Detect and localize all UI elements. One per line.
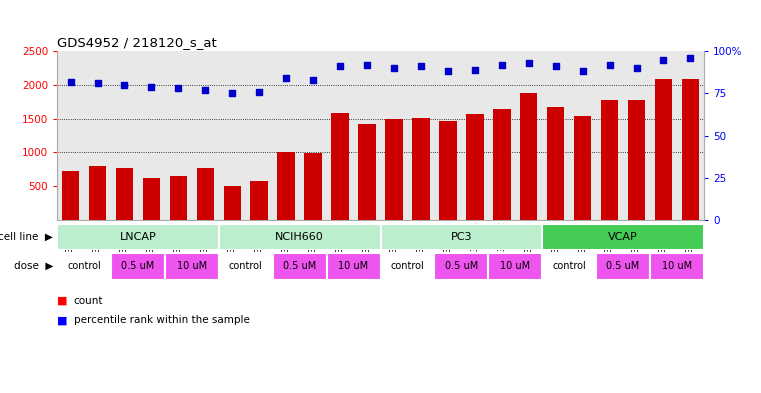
- Bar: [250, 181, 268, 220]
- Text: cell line  ▶: cell line ▶: [0, 232, 53, 242]
- Bar: [628, 101, 645, 220]
- Text: LNCAP: LNCAP: [119, 232, 156, 242]
- Point: [630, 65, 642, 71]
- Bar: [574, 116, 591, 220]
- Bar: [380, 224, 542, 250]
- Text: ■: ■: [57, 296, 68, 306]
- Bar: [326, 253, 380, 279]
- Bar: [650, 253, 704, 279]
- Text: 0.5 uM: 0.5 uM: [121, 261, 154, 271]
- Point: [280, 75, 292, 81]
- Point: [199, 87, 212, 93]
- Bar: [466, 114, 483, 220]
- Point: [442, 68, 454, 75]
- Bar: [601, 100, 619, 220]
- Point: [253, 88, 266, 95]
- Point: [65, 78, 77, 84]
- Text: 10 uM: 10 uM: [662, 261, 692, 271]
- Bar: [520, 93, 537, 220]
- Bar: [89, 166, 107, 220]
- Point: [226, 90, 238, 96]
- Bar: [57, 224, 219, 250]
- Text: percentile rank within the sample: percentile rank within the sample: [74, 315, 250, 325]
- Bar: [116, 168, 133, 220]
- Bar: [435, 253, 489, 279]
- Text: control: control: [229, 261, 263, 271]
- Point: [361, 61, 373, 68]
- Text: 10 uM: 10 uM: [339, 261, 368, 271]
- Text: count: count: [74, 296, 103, 306]
- Text: dose  ▶: dose ▶: [14, 261, 53, 271]
- Text: 0.5 uM: 0.5 uM: [283, 261, 317, 271]
- Bar: [380, 253, 435, 279]
- Point: [388, 65, 400, 71]
- Point: [307, 77, 319, 83]
- Bar: [219, 253, 272, 279]
- Text: control: control: [67, 261, 101, 271]
- Bar: [111, 253, 165, 279]
- Bar: [272, 253, 326, 279]
- Point: [577, 68, 589, 75]
- Bar: [57, 253, 111, 279]
- Point: [684, 55, 696, 61]
- Bar: [489, 253, 542, 279]
- Bar: [62, 171, 79, 220]
- Text: control: control: [552, 261, 586, 271]
- Point: [145, 83, 158, 90]
- Text: 0.5 uM: 0.5 uM: [444, 261, 478, 271]
- Text: ■: ■: [57, 315, 68, 325]
- Bar: [385, 119, 403, 220]
- Bar: [543, 224, 704, 250]
- Bar: [439, 121, 457, 220]
- Bar: [278, 152, 295, 220]
- Bar: [412, 118, 430, 220]
- Point: [523, 60, 535, 66]
- Text: NCIH660: NCIH660: [275, 232, 324, 242]
- Point: [334, 63, 346, 70]
- Bar: [304, 154, 322, 220]
- Bar: [596, 253, 650, 279]
- Point: [549, 63, 562, 70]
- Bar: [142, 178, 160, 220]
- Point: [495, 61, 508, 68]
- Point: [469, 66, 481, 73]
- Bar: [196, 168, 214, 220]
- Point: [658, 56, 670, 62]
- Bar: [547, 107, 565, 220]
- Text: 10 uM: 10 uM: [500, 261, 530, 271]
- Bar: [331, 113, 349, 220]
- Point: [603, 61, 616, 68]
- Point: [119, 82, 131, 88]
- Bar: [170, 176, 187, 220]
- Point: [172, 85, 184, 92]
- Bar: [654, 79, 672, 220]
- Text: PC3: PC3: [451, 232, 472, 242]
- Text: 10 uM: 10 uM: [177, 261, 207, 271]
- Bar: [493, 109, 511, 220]
- Text: VCAP: VCAP: [608, 232, 638, 242]
- Point: [415, 63, 427, 70]
- Bar: [543, 253, 596, 279]
- Bar: [682, 79, 699, 220]
- Text: 0.5 uM: 0.5 uM: [607, 261, 640, 271]
- Bar: [358, 124, 376, 220]
- Bar: [165, 253, 219, 279]
- Bar: [224, 185, 241, 220]
- Text: GDS4952 / 218120_s_at: GDS4952 / 218120_s_at: [57, 35, 217, 48]
- Point: [91, 80, 103, 86]
- Bar: [219, 224, 380, 250]
- Text: control: control: [390, 261, 425, 271]
